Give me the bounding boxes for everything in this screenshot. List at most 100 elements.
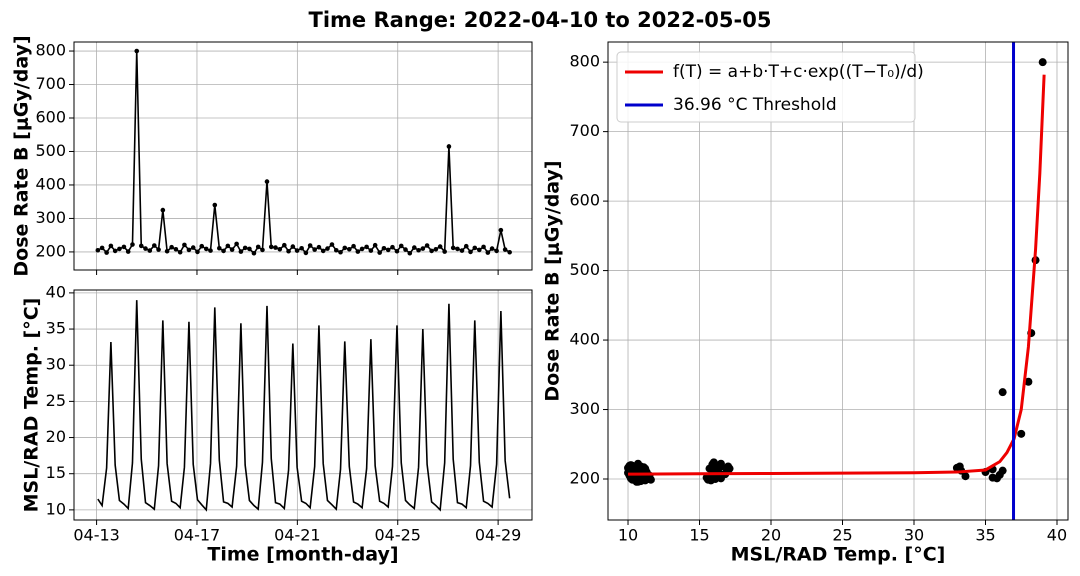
- data-point: [472, 245, 478, 251]
- scatter-point: [988, 473, 997, 482]
- data-point: [186, 247, 192, 253]
- data-point: [329, 242, 335, 247]
- data-point: [303, 250, 309, 256]
- data-point: [190, 245, 196, 250]
- data-point: [481, 244, 486, 250]
- x-tick-label: 04-21: [274, 526, 321, 545]
- legend-label: f(T) = a+b·T+c·exp((T−T₀)/d): [673, 62, 924, 82]
- data-point: [433, 246, 439, 252]
- scatter-point: [998, 466, 1007, 475]
- y-tick-label: 30: [46, 355, 66, 374]
- data-point: [130, 242, 135, 247]
- data-point: [342, 245, 348, 251]
- data-point: [394, 248, 400, 254]
- data-point: [221, 248, 226, 254]
- data-point: [169, 244, 174, 250]
- data-point: [424, 243, 430, 248]
- y-tick-label: 200: [569, 469, 600, 488]
- data-point: [286, 248, 291, 254]
- legend-label: 36.96 °C Threshold: [673, 95, 837, 115]
- scatter-point: [1038, 58, 1047, 67]
- data-point: [251, 250, 257, 256]
- y-axis-label: Dose Rate B [μGy/day]: [11, 35, 33, 276]
- y-tick-label: 500: [35, 141, 66, 160]
- x-tick-label: 30: [904, 526, 924, 545]
- scatter-point: [961, 472, 970, 481]
- data-point: [385, 247, 391, 253]
- data-point: [108, 243, 114, 249]
- data-point: [199, 243, 205, 249]
- data-point: [203, 246, 209, 252]
- fit-line: [628, 74, 1046, 476]
- data-point: [364, 244, 369, 250]
- data-point: [238, 249, 244, 254]
- y-tick-label: 500: [569, 260, 600, 279]
- x-tick-label: 25: [832, 526, 852, 545]
- y-tick-label: 15: [46, 463, 66, 482]
- data-point: [273, 245, 278, 250]
- data-point: [164, 248, 170, 254]
- data-point: [307, 243, 313, 248]
- data-point: [468, 249, 473, 255]
- data-point: [489, 246, 495, 251]
- data-point: [134, 48, 140, 54]
- y-tick-label: 35: [46, 319, 66, 338]
- data-point: [485, 250, 491, 255]
- data-point: [277, 246, 283, 252]
- data-point: [156, 247, 161, 252]
- data-point: [247, 246, 252, 252]
- data-point: [355, 249, 361, 254]
- x-tick-label: 04-17: [174, 526, 221, 545]
- data-point: [143, 246, 148, 251]
- data-line: [97, 300, 511, 512]
- y-tick-label: 400: [35, 174, 66, 193]
- data-point: [398, 243, 404, 249]
- plot-area: [95, 48, 512, 256]
- y-tick-label: 300: [569, 399, 600, 418]
- x-axis-label: Time [month-day]: [207, 544, 398, 566]
- y-tick-label: 800: [35, 41, 66, 60]
- data-point: [255, 244, 261, 250]
- y-tick-label: 700: [35, 74, 66, 93]
- data-point: [507, 249, 512, 255]
- data-point: [229, 247, 235, 252]
- data-point: [260, 247, 265, 253]
- scatter-point: [714, 461, 723, 470]
- data-point: [242, 245, 248, 251]
- data-point: [125, 249, 131, 254]
- data-point: [294, 248, 300, 253]
- data-point: [368, 248, 374, 253]
- data-point: [381, 245, 387, 251]
- x-tick-label: 04-29: [475, 526, 522, 545]
- data-point: [195, 249, 200, 255]
- data-point: [282, 242, 287, 248]
- legend-box: [616, 51, 916, 123]
- data-point: [347, 246, 352, 252]
- scatter-point: [998, 388, 1007, 397]
- x-tick-label: 10: [618, 526, 638, 545]
- data-point: [312, 247, 317, 252]
- data-point: [502, 247, 508, 252]
- data-point: [177, 249, 183, 255]
- data-point: [494, 248, 499, 254]
- y-tick-label: 800: [569, 52, 600, 71]
- data-point: [420, 246, 426, 251]
- x-tick-label: 04-13: [73, 526, 120, 545]
- scatter-point: [646, 475, 655, 484]
- x-tick-label: 35: [975, 526, 995, 545]
- data-point: [104, 250, 109, 255]
- y-tick-label: 300: [35, 208, 66, 227]
- data-point: [429, 248, 434, 254]
- scatter-point: [1024, 377, 1033, 386]
- data-point: [268, 244, 274, 250]
- data-point: [476, 247, 482, 253]
- data-point: [147, 248, 153, 253]
- y-tick-label: 40: [46, 282, 66, 301]
- y-tick-label: 25: [46, 391, 66, 410]
- data-point: [299, 245, 304, 251]
- y-tick-label: 700: [569, 121, 600, 140]
- y-tick-label: 200: [35, 241, 66, 260]
- scatter-point: [634, 459, 643, 468]
- data-point: [117, 246, 122, 252]
- data-point: [112, 248, 118, 254]
